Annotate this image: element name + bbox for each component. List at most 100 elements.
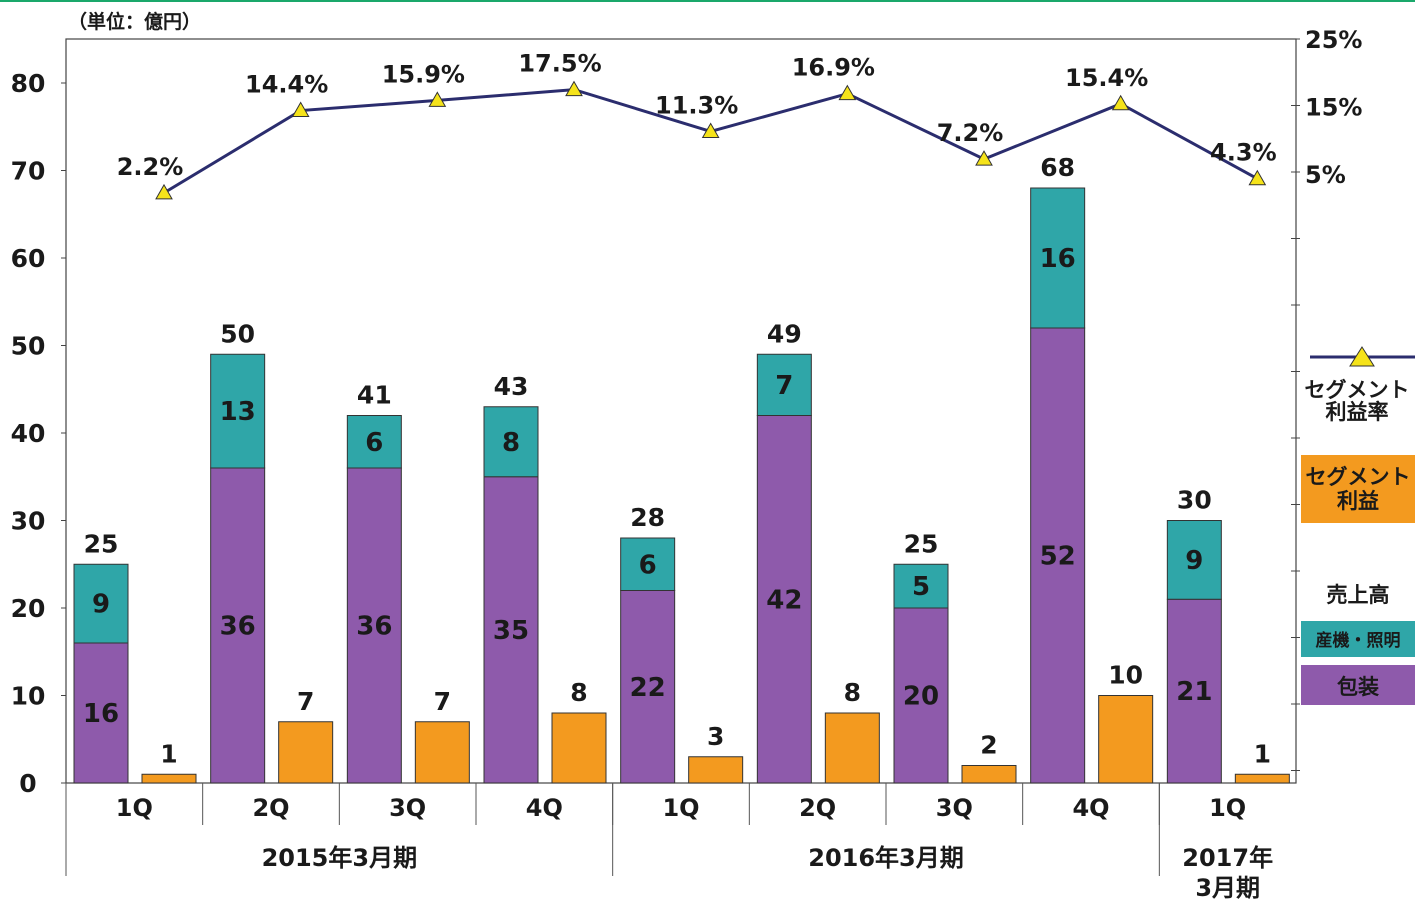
rate-marker xyxy=(975,150,993,166)
label-packaging: 16 xyxy=(83,699,119,729)
bar-packaging xyxy=(210,467,266,784)
period-label: 2016年3月期 xyxy=(808,844,964,872)
left-tick-label: 50 xyxy=(11,332,46,361)
legend-sales-label: 売上高 xyxy=(1327,583,1390,607)
left-tick-label: 30 xyxy=(11,507,46,536)
bar-industrial xyxy=(73,563,129,644)
label-profit: 8 xyxy=(844,678,861,707)
legend-packaging-label: 包装 xyxy=(1337,675,1379,699)
label-packaging: 52 xyxy=(1040,542,1076,572)
left-tick-label: 80 xyxy=(11,69,46,98)
quarter-label: 2Q xyxy=(799,794,836,822)
label-packaging: 22 xyxy=(630,673,666,703)
bar-industrial xyxy=(346,415,402,469)
label-total: 25 xyxy=(84,529,119,558)
quarter-label: 1Q xyxy=(1209,794,1246,822)
label-packaging: 35 xyxy=(493,616,529,646)
bar-industrial xyxy=(1166,520,1222,600)
quarter-label: 4Q xyxy=(1072,794,1109,822)
bar-profit xyxy=(1234,773,1290,784)
bar-industrial xyxy=(620,537,676,591)
plot-frame xyxy=(65,38,1297,784)
bar-industrial xyxy=(483,406,539,478)
rate-label: 17.5% xyxy=(518,50,601,78)
legend-rate-label: セグメント xyxy=(1305,378,1410,402)
bar-profit xyxy=(1098,695,1154,784)
label-industrial: 9 xyxy=(1185,546,1203,576)
bar-profit xyxy=(551,712,607,784)
bar-packaging xyxy=(73,642,129,784)
left-tick-label: 60 xyxy=(11,244,46,273)
bar-profit xyxy=(961,765,1017,784)
label-profit: 8 xyxy=(570,678,587,707)
quarter-label: 3Q xyxy=(936,794,973,822)
label-profit: 1 xyxy=(160,739,177,768)
rate-marker xyxy=(1111,94,1130,111)
label-packaging: 36 xyxy=(356,612,392,642)
label-total: 68 xyxy=(1040,153,1075,182)
rate-label: 14.4% xyxy=(245,71,328,99)
quarter-label: 1Q xyxy=(662,794,699,822)
rate-marker xyxy=(565,80,583,97)
bar-industrial xyxy=(1030,187,1086,329)
right-tick-label: 25% xyxy=(1305,26,1362,54)
left-tick-label: 20 xyxy=(11,594,46,623)
bar-industrial xyxy=(210,353,266,469)
bar-packaging xyxy=(1030,327,1086,784)
label-industrial: 7 xyxy=(775,371,793,401)
bar-profit xyxy=(141,773,197,784)
bar-packaging xyxy=(1166,598,1222,784)
label-profit: 7 xyxy=(434,687,451,716)
right-tick-label: 15% xyxy=(1305,94,1362,122)
period-label: 2017年 xyxy=(1182,844,1273,872)
legend-industrial-box xyxy=(1301,621,1415,657)
bar-packaging xyxy=(483,476,539,784)
bar-industrial xyxy=(756,353,812,416)
legend-profit-box xyxy=(1301,455,1415,523)
quarter-label: 3Q xyxy=(389,794,426,822)
quarter-label: 1Q xyxy=(116,794,153,822)
rate-label: 15.4% xyxy=(1065,64,1148,92)
legend-rate-label: 利益率 xyxy=(1326,400,1389,424)
unit-label: （単位：億円） xyxy=(68,10,201,33)
legend-packaging-box xyxy=(1301,665,1415,705)
legend-rate-marker xyxy=(1349,346,1375,367)
quarter-label: 2Q xyxy=(252,794,289,822)
rate-label: 4.3% xyxy=(1210,139,1277,167)
label-industrial: 6 xyxy=(365,428,383,458)
rate-label: 2.2% xyxy=(117,153,184,181)
bar-industrial xyxy=(893,563,949,609)
left-tick-label: 70 xyxy=(11,157,46,186)
label-total: 50 xyxy=(220,319,255,348)
bar-packaging xyxy=(346,467,402,784)
left-tick-label: 40 xyxy=(11,419,46,448)
period-label: 3月期 xyxy=(1195,874,1260,902)
period-label: 2015年3月期 xyxy=(262,844,418,872)
bar-profit xyxy=(278,721,334,784)
label-packaging: 20 xyxy=(903,682,939,712)
left-tick-label: 0 xyxy=(19,769,36,798)
rate-label: 16.9% xyxy=(792,54,875,82)
label-total: 30 xyxy=(1177,486,1212,515)
rate-marker xyxy=(155,183,173,200)
label-industrial: 8 xyxy=(502,428,520,458)
label-profit: 2 xyxy=(980,731,997,760)
label-profit: 1 xyxy=(1254,739,1271,768)
rate-label: 11.3% xyxy=(655,91,738,119)
legend-industrial-label: 産機・照明 xyxy=(1316,630,1401,651)
label-profit: 7 xyxy=(297,687,314,716)
label-packaging: 36 xyxy=(220,612,256,642)
label-industrial: 9 xyxy=(92,590,110,620)
label-industrial: 16 xyxy=(1040,244,1076,274)
rate-marker xyxy=(701,122,720,138)
left-tick-label: 10 xyxy=(11,682,46,711)
legend-profit-label: 利益 xyxy=(1337,489,1379,513)
label-packaging: 21 xyxy=(1176,677,1212,707)
bar-profit xyxy=(824,712,880,784)
label-total: 28 xyxy=(630,503,665,532)
label-total: 25 xyxy=(904,529,939,558)
label-industrial: 6 xyxy=(639,550,657,580)
bar-profit xyxy=(688,756,744,784)
label-packaging: 42 xyxy=(766,585,802,615)
rate-marker xyxy=(1248,169,1267,186)
